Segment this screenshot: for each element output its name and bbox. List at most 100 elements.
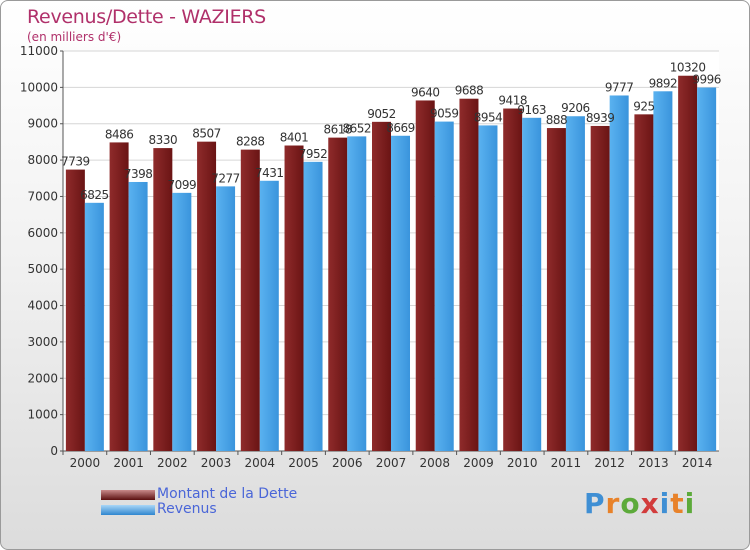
y-tick-label: 8000: [27, 153, 58, 167]
legend-label-debt: Montant de la Dette: [157, 486, 298, 502]
legend-swatch-debt: [101, 490, 155, 500]
logo-letter: P: [584, 487, 606, 520]
bar-revenue: [128, 181, 148, 451]
y-tick-label: 11000: [20, 44, 58, 58]
logo-letter: o: [620, 487, 641, 520]
x-tick-label: 2003: [201, 456, 232, 470]
bar-revenue: [347, 136, 367, 451]
bar-revenue: [303, 161, 323, 451]
data-label-debt: 8939: [586, 111, 615, 125]
bar-debt: [153, 148, 173, 451]
y-tick-label: 6000: [27, 226, 58, 240]
y-tick-label: 5000: [27, 262, 58, 276]
data-label-debt: 9418: [498, 94, 527, 108]
x-tick-label: 2000: [70, 456, 101, 470]
data-label-debt: 9688: [455, 84, 484, 98]
logo-letter: t: [670, 487, 685, 520]
y-tick-label: 3000: [27, 335, 58, 349]
bar-debt: [459, 98, 479, 451]
bar-revenue: [478, 125, 498, 452]
bar-revenue: [259, 180, 279, 452]
data-label-revenue: 9206: [561, 101, 590, 115]
bar-debt: [328, 137, 348, 452]
logo-letter: i: [684, 487, 696, 520]
x-tick-label: 2006: [332, 456, 363, 470]
bar-revenue: [565, 116, 585, 452]
data-label-revenue: 7277: [211, 171, 240, 185]
y-tick-label: 1000: [27, 408, 58, 422]
data-label-revenue: 7398: [124, 167, 153, 181]
y-tick-label: 9000: [27, 117, 58, 131]
bar-revenue: [434, 121, 454, 451]
bar-debt: [590, 125, 610, 451]
bar-revenue: [522, 117, 542, 452]
bar-debt: [109, 142, 129, 451]
data-label-revenue: 7099: [168, 178, 197, 192]
bar-debt: [503, 108, 523, 451]
bar-revenue: [653, 91, 673, 452]
x-tick-label: 2009: [463, 456, 494, 470]
data-label-revenue: 6825: [80, 188, 109, 202]
data-label-debt: 925: [633, 99, 654, 113]
x-tick-label: 2011: [551, 456, 582, 470]
x-tick-label: 2008: [419, 456, 450, 470]
chart-title: Revenus/Dette - WAZIERS: [27, 6, 266, 28]
logo-letter: i: [659, 487, 671, 520]
chart-subtitle: (en milliers d'€): [27, 30, 122, 44]
y-tick-label: 2000: [27, 371, 58, 385]
x-tick-label: 2010: [507, 456, 538, 470]
proxiti-logo: Proxiti: [584, 487, 695, 520]
data-label-revenue: 7431: [255, 166, 284, 180]
bar-revenue: [216, 186, 236, 451]
x-tick-label: 2013: [638, 456, 669, 470]
data-label-debt: 8618: [323, 123, 352, 137]
bar-debt: [65, 169, 85, 451]
y-tick-label: 7000: [27, 189, 58, 203]
bar-revenue: [172, 192, 192, 451]
bar-debt: [415, 100, 435, 452]
data-label-debt: 9640: [411, 85, 440, 99]
data-label-debt: 8401: [280, 131, 309, 145]
data-label-revenue: 9163: [517, 103, 546, 117]
bar-debt: [634, 114, 654, 451]
x-tick-label: 2014: [682, 456, 713, 470]
bar-revenue: [84, 202, 104, 451]
x-tick-label: 2007: [376, 456, 407, 470]
x-tick-label: 2001: [113, 456, 144, 470]
data-label-revenue: 9892: [649, 76, 678, 90]
data-label-revenue: 7952: [299, 147, 328, 161]
legend-label-revenue: Revenus: [157, 501, 217, 517]
y-tick-label: 10000: [20, 80, 58, 94]
y-tick-label: 0: [50, 444, 58, 458]
data-label-revenue: 9777: [605, 80, 634, 94]
logo-letter: r: [605, 487, 621, 520]
data-label-debt: 8507: [192, 127, 221, 141]
data-label-debt: 7739: [61, 155, 90, 169]
x-tick-label: 2012: [594, 456, 625, 470]
data-label-debt: 8486: [105, 127, 134, 141]
bar-debt: [197, 141, 217, 451]
data-label-debt: 8288: [236, 135, 265, 149]
data-label-revenue: 9059: [430, 107, 459, 121]
data-label-debt: 10320: [670, 61, 706, 75]
bar-revenue: [391, 135, 410, 451]
data-label-debt: 888: [546, 113, 567, 127]
data-label-revenue: 8652: [342, 121, 371, 135]
data-label-debt: 9052: [367, 107, 396, 121]
y-tick-label: 4000: [27, 299, 58, 313]
logo-letter: x: [640, 487, 660, 520]
bar-revenue: [697, 87, 717, 451]
data-label-revenue: 8669: [386, 121, 415, 135]
bar-revenue: [609, 95, 629, 452]
x-tick-label: 2002: [157, 456, 188, 470]
bar-debt: [372, 121, 391, 451]
data-label-debt: 8330: [149, 133, 178, 147]
bar-debt: [240, 149, 260, 452]
bar-debt: [546, 128, 566, 451]
bar-debt: [678, 75, 698, 452]
x-tick-label: 2004: [245, 456, 276, 470]
data-label-revenue: 9996: [692, 73, 721, 87]
x-tick-label: 2005: [288, 456, 319, 470]
